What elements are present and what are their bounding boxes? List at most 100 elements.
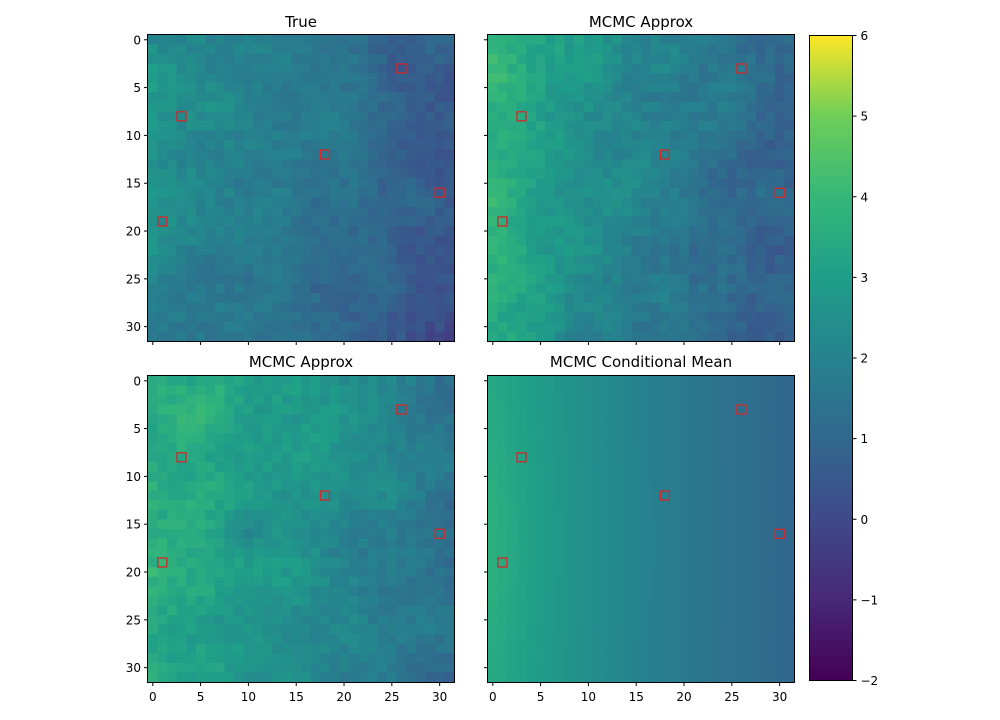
heatmap-cell [765,188,776,198]
heatmap-cell [396,471,407,482]
heatmap-cell [545,226,556,237]
heatmap-cell [262,159,273,170]
heatmap-cell [707,481,718,492]
heatmap-cell [444,576,455,587]
heatmap-cell [497,283,508,294]
heatmap-cell [784,433,795,444]
heatmap-cell [387,471,398,482]
heatmap-cell [425,321,436,332]
heatmap-cell [688,490,699,501]
heatmap-cell [406,130,417,141]
heatmap-cell [176,519,187,530]
heatmap-cell [262,245,273,256]
heatmap-cell [507,73,518,84]
heatmap-cell [593,63,604,74]
heatmap-cell [669,615,680,626]
heatmap-cell [262,576,273,587]
heatmap-cell [157,283,168,294]
heatmap-cell [157,509,168,520]
heatmap-cell [301,672,311,683]
heatmap-cell [224,433,235,444]
heatmap-cell [650,529,661,539]
heatmap-cell [195,44,206,55]
heatmap-cell [186,226,197,237]
heatmap-cell [545,576,556,587]
heatmap-cell [545,452,556,463]
heatmap-cell [736,624,747,635]
heatmap-cell [660,226,671,237]
heatmap-cell [554,557,565,568]
heatmap-cell [698,254,709,265]
heatmap-cell [755,490,766,501]
heatmap-cell [727,634,738,645]
heatmap-cell [774,557,785,568]
heatmap-cell [425,92,436,103]
heatmap-cell [679,245,690,256]
heatmap-cell [262,82,273,93]
heatmap-cell [564,312,575,323]
heatmap-cell [727,168,738,179]
heatmap-cell [291,264,302,275]
heatmap-cell [176,490,187,501]
heatmap-cell [765,567,776,578]
heatmap-cell [784,82,795,93]
heatmap-cell [784,245,795,256]
heatmap-cell [396,615,407,626]
heatmap-cell [176,586,187,597]
heatmap-cell [631,254,642,265]
heatmap-cell [234,385,245,396]
heatmap-cell [157,490,168,501]
heatmap-cell [387,442,398,453]
heatmap-cell [574,235,585,246]
heatmap-cell [272,73,283,84]
heatmap-cell [507,188,518,198]
heatmap-cell [488,471,498,482]
heatmap-cell [526,643,537,654]
heatmap-cell [535,538,546,549]
heatmap-cell [186,264,197,275]
heatmap-cell [727,159,738,170]
heatmap-cell [650,395,661,406]
heatmap-cell [746,216,757,227]
heatmap-cell [746,274,757,285]
heatmap-cell [736,634,747,645]
heatmap-cell [234,312,245,323]
heatmap-cell [329,538,340,549]
heatmap-cell [253,140,264,151]
heatmap-cell [564,519,575,530]
heatmap-cell [176,168,187,179]
heatmap-cell [224,423,235,434]
heatmap-cell [545,471,556,482]
heatmap-cell [425,615,436,626]
heatmap-cell [148,433,158,444]
heatmap-cell [554,404,565,415]
heatmap-cell [736,321,747,332]
heatmap-cell [727,519,738,530]
heatmap-cell [348,471,359,482]
heatmap-cell [641,634,651,645]
heatmap-cell [434,245,445,256]
heatmap-cell [205,672,216,683]
heatmap-cell [497,216,508,227]
heatmap-cell [434,293,445,304]
heatmap-cell [167,481,178,492]
heatmap-cell [631,235,642,246]
heatmap-cell [554,245,565,256]
heatmap-cell [564,168,575,179]
heatmap-cell [387,385,398,396]
heatmap-cell [650,634,661,645]
heatmap-cell [784,302,795,313]
heatmap-cell [415,92,426,103]
heatmap-cell [583,500,594,511]
heatmap-cell [669,140,680,151]
heatmap-cell [243,433,254,444]
heatmap-cell [526,529,537,539]
heatmap-cell [755,519,766,530]
heatmap-cell [367,92,378,103]
heatmap-cell [688,586,699,597]
heatmap-cell [516,197,527,208]
heatmap-cell [262,216,273,227]
heatmap-cell [425,235,436,246]
heatmap-cell [688,605,699,616]
heatmap-cell [593,414,604,425]
